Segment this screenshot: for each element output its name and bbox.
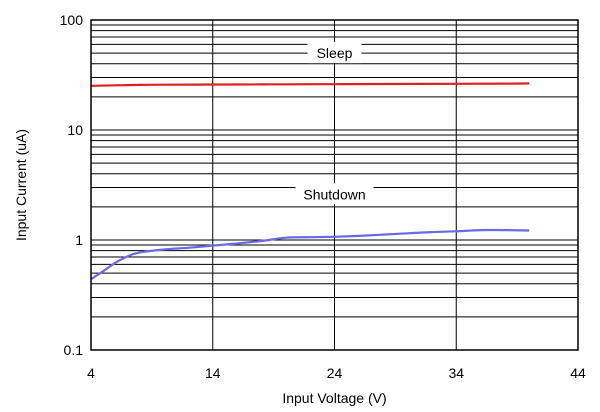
y-tick-label: 10 — [67, 122, 83, 138]
x-tick-label: 44 — [570, 365, 586, 381]
y-axis-title: Input Current (uA) — [13, 129, 29, 241]
x-tick-label: 34 — [448, 365, 464, 381]
tick-labels: 4 14 24 34 44 0.1 1 10 100 — [60, 12, 586, 381]
x-axis-title: Input Voltage (V) — [282, 390, 386, 406]
series-layer — [90, 82, 530, 281]
annotation-background — [295, 183, 374, 205]
x-tick-label: 24 — [327, 365, 343, 381]
y-tick-label: 100 — [60, 12, 84, 28]
annotation-sleep: Sleep — [317, 45, 353, 61]
x-tick-label: 4 — [87, 365, 95, 381]
y-tick-label: 1 — [75, 232, 83, 248]
annotation-background — [307, 42, 362, 64]
y-tick-label: 0.1 — [64, 342, 84, 358]
annotation-shutdown: Shutdown — [303, 186, 365, 202]
series-line-shutdown — [90, 228, 530, 281]
annotations: Sleep Shutdown — [295, 42, 374, 205]
plot-frame — [90, 19, 579, 351]
series-line-sleep — [90, 82, 530, 87]
x-tick-label: 14 — [205, 365, 221, 381]
